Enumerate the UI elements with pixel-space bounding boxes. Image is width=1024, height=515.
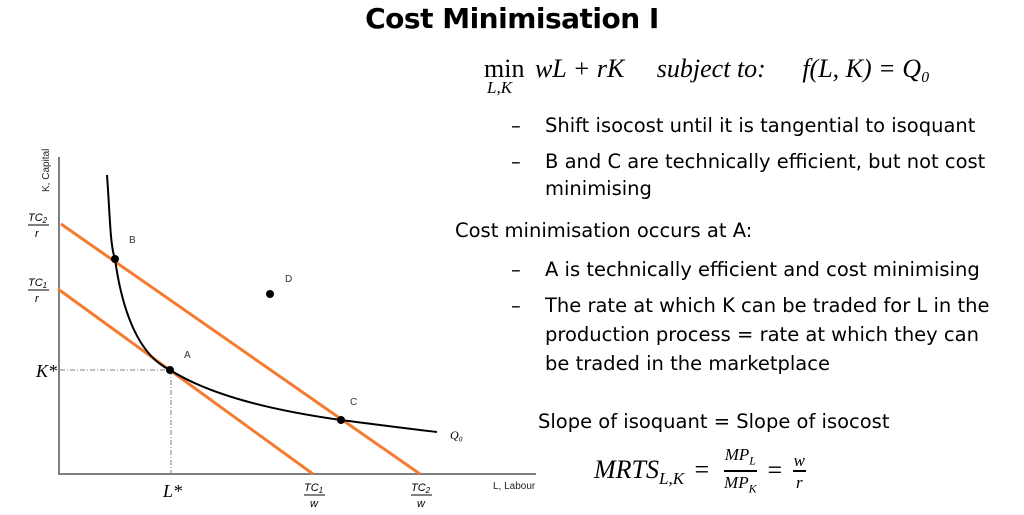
- svg-text:w: w: [310, 498, 319, 510]
- constraint-expression: f(L, K) = Q₀: [802, 54, 931, 83]
- subject-to-label: subject to:: [656, 54, 766, 83]
- mp-ratio-fraction: MPL MPK: [723, 445, 757, 496]
- y-tick-tc2-r: TC2 r: [28, 212, 49, 240]
- min-operator: min L,K: [484, 54, 525, 97]
- x-axis-label: L, Labour: [493, 481, 536, 492]
- isoquant-q0: [106, 174, 438, 433]
- y-tick-k-star: K*: [35, 361, 57, 381]
- point-b: [111, 255, 119, 263]
- point-c-label: C: [350, 397, 357, 408]
- slope-statement: Slope of isoquant = Slope of isocost: [538, 410, 890, 433]
- svg-text:TC1: TC1: [28, 277, 47, 290]
- y-axis-label: K, Capital: [41, 149, 52, 192]
- x-tick-l-star: L*: [162, 481, 182, 501]
- point-a-label: A: [184, 350, 191, 361]
- mrts-lhs: MRTSL,K: [594, 455, 685, 489]
- isocost-tc1: [57, 287, 314, 476]
- cost-minimisation-diagram: K, Capital L, Labour B A C D Q₀ TC2 r TC…: [28, 149, 536, 510]
- objective-expression: wL + rK: [534, 54, 625, 83]
- point-d: [266, 290, 274, 298]
- x-tick-tc2-w: TC2 w: [411, 482, 432, 510]
- svg-text:r: r: [35, 293, 40, 305]
- point-b-label: B: [129, 235, 136, 246]
- objective-function: min L,K wL + rK subject to: f(L, K) = Q₀: [484, 54, 931, 97]
- svg-text:TC2: TC2: [411, 482, 431, 495]
- svg-text:r: r: [35, 228, 40, 240]
- price-ratio-fraction: w r: [792, 451, 806, 493]
- svg-text:w: w: [417, 498, 426, 510]
- section-heading: Cost minimisation occurs at A:: [455, 219, 753, 242]
- slide-title: Cost Minimisation I: [365, 2, 659, 35]
- point-a: [166, 366, 174, 374]
- svg-text:TC1: TC1: [304, 482, 323, 495]
- point-c: [337, 416, 345, 424]
- y-tick-tc1-r: TC1 r: [28, 277, 49, 305]
- isocost-tc2: [60, 222, 421, 476]
- svg-text:TC2: TC2: [28, 212, 48, 225]
- isoquant-label: Q₀: [450, 428, 463, 442]
- mrts-formula: MRTSL,K = MPL MPK = w r: [594, 445, 810, 500]
- point-d-label: D: [285, 274, 292, 285]
- x-tick-tc1-w: TC1 w: [304, 482, 325, 510]
- equals-sign: =: [767, 455, 783, 485]
